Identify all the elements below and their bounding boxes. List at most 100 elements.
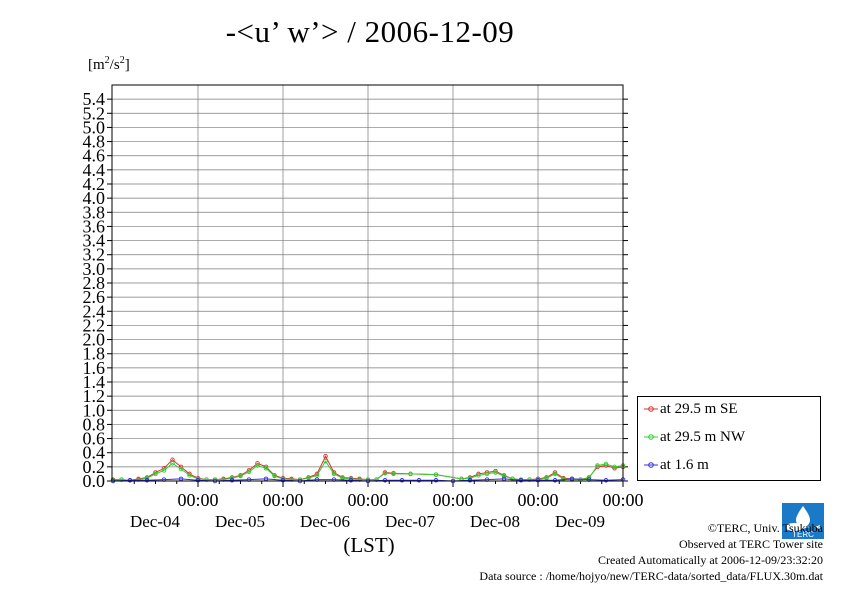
data-point [323,458,328,464]
data-point [535,478,541,483]
y-tick-label: 4.4 [83,160,106,180]
plot-frame [111,84,624,482]
data-point [246,469,252,475]
data-point [161,468,167,473]
data-point [178,466,184,472]
x-tick-time-label: 00:00 [347,490,388,510]
data-point [170,461,175,466]
x-tick-date-label: Dec-09 [555,512,605,531]
y-tick-label: 4.2 [83,174,106,194]
x-axis-label: (LST) [343,533,394,557]
chart-title: -<u’ w’> / 2006-12-09 [225,14,515,49]
y-tick-label: 5.2 [83,103,106,123]
data-point [153,471,158,477]
data-point [263,466,269,471]
data-point [493,470,498,475]
data-point [595,463,600,468]
data-point [484,471,490,477]
y-tick-label: 1.2 [83,386,106,406]
x-tick-time-label: 00:00 [262,490,303,510]
data-point [187,473,192,478]
data-point [476,473,481,478]
x-tick-time-label: 00:00 [177,490,218,510]
y-tick-label: 2.0 [83,330,106,350]
y-tick-label: 0.0 [83,471,106,491]
x-tick-time-label: 00:00 [602,490,643,510]
data-point [603,478,609,483]
x-tick-date-label: Dec-06 [300,512,350,531]
data-point [408,471,413,477]
created-text: Created Automatically at 2006-12-09/23:3… [598,553,823,567]
data-point [382,470,388,476]
y-tick-label: 3.8 [83,202,106,222]
y-tick-label: 0.4 [83,443,106,463]
data-point [391,471,396,477]
y-tick-label: 1.0 [83,400,106,420]
y-tick-label: 3.6 [83,216,106,236]
data-point [382,478,388,483]
data-point [127,478,133,483]
data-point [399,478,405,483]
grid-lines [112,85,624,482]
y-tick-label: 2.6 [83,287,106,307]
data-point [416,478,422,483]
y-tick-label: 4.6 [83,146,106,166]
y-axis-unit: [m2/s2] [88,55,130,73]
data-point [552,478,558,483]
data-point [255,463,260,468]
x-tick-time-label: 00:00 [517,490,558,510]
y-tick-label: 1.6 [83,358,106,378]
legend-label-1-6m: at 1.6 m [660,457,709,473]
footer-credits: ©TERC, Univ. Tsukuba Observed at TERC To… [479,520,823,584]
data-source-text: Data source : /home/hojyo/new/TERC-data/… [479,569,823,583]
data-point [229,478,235,483]
copyright-text: ©TERC, Univ. Tsukuba [707,521,823,535]
x-tick-date-label: Dec-04 [130,512,181,531]
data-point [280,478,286,483]
logo-text: TERC [792,530,814,539]
x-tick-date-label: Dec-08 [470,512,520,531]
data-point [238,473,243,479]
legend-label-se: at 29.5 m SE [660,401,738,417]
y-tick-label: 3.2 [83,245,106,265]
legend-marker-nw [644,434,658,440]
data-point [272,473,277,479]
y-tick-label: 1.4 [83,372,106,392]
legend: at 29.5 m SE at 29.5 m NW at 1.6 m [637,396,821,481]
y-tick-label: 0.2 [83,457,106,477]
data-point [433,478,439,483]
legend-item-1-6m: at 1.6 m [638,456,822,478]
data-point [144,478,150,483]
legend-marker-se [644,406,658,412]
data-series [110,454,626,484]
legend-item-se: at 29.5 m SE [638,400,822,422]
y-tick-label: 5.0 [83,117,106,137]
data-point [501,473,507,479]
data-point [195,478,201,483]
y-tick-label: 0.8 [83,414,106,434]
y-tick-label: 3.4 [83,231,106,251]
data-point [518,478,524,483]
data-point [612,464,617,470]
y-tick-label: 1.8 [83,344,106,364]
data-point [603,461,609,467]
legend-label-nw: at 29.5 m NW [660,429,745,445]
x-tick-date-label: Dec-07 [385,512,436,531]
data-point [323,454,328,459]
y-tick-label: 2.2 [83,315,106,335]
y-tick-label: 4.8 [83,132,106,152]
y-tick-label: 3.0 [83,259,106,279]
data-point [314,473,320,478]
data-point [348,478,354,483]
y-tick-label: 2.4 [83,301,106,321]
legend-item-nw: at 29.5 m NW [638,428,822,450]
terc-logo-icon: TERC [782,503,824,539]
legend-marker-1-6m [644,462,658,468]
data-point [467,478,473,483]
data-point [433,472,439,477]
data-point [552,471,558,477]
data-point [331,471,337,477]
x-tick-date-label: Dec-05 [215,512,265,531]
y-tick-label: 0.6 [83,429,106,449]
